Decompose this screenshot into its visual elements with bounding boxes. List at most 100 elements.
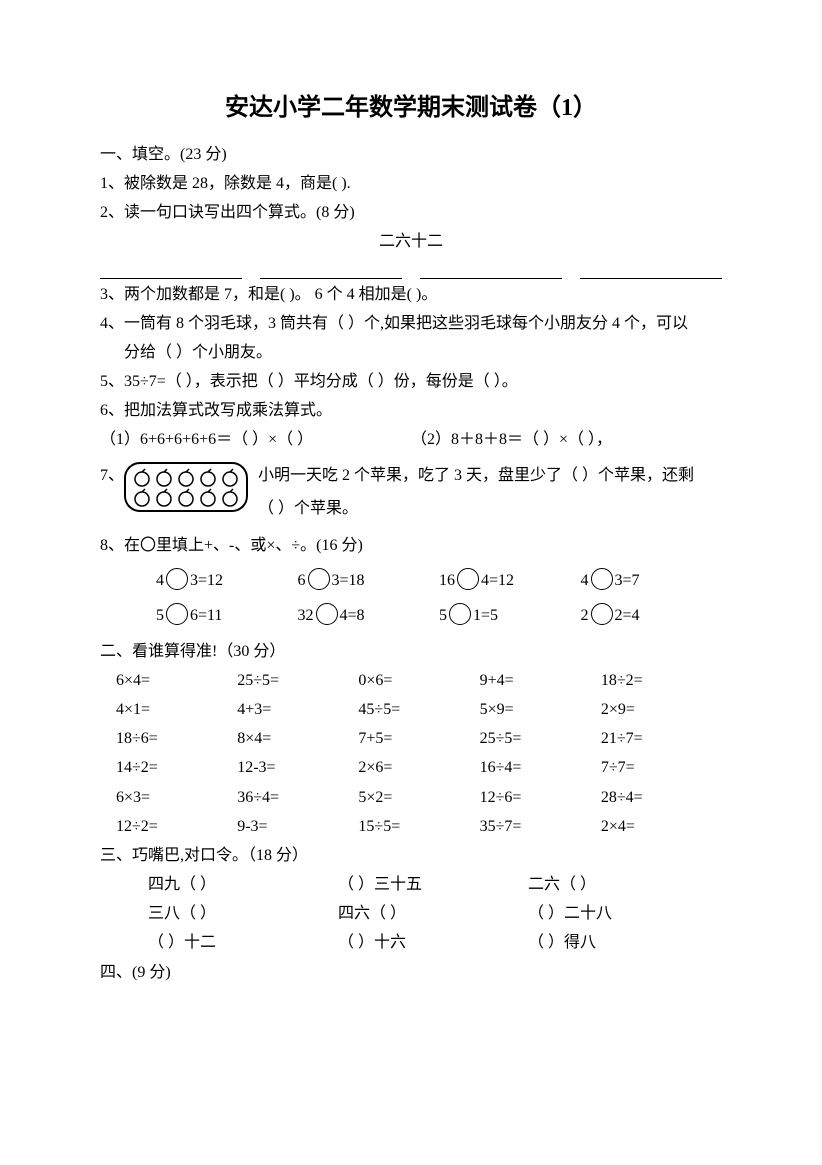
- calc-cell: 25÷5=: [480, 725, 601, 752]
- calc-cell: 45÷5=: [358, 696, 479, 723]
- section-4-heading: 四、(9 分): [100, 959, 722, 986]
- q8-left: 6: [298, 572, 306, 589]
- q8-cell: 324=8: [298, 602, 440, 629]
- calc-row: 6×4= 25÷5= 0×6= 9+4= 18÷2=: [116, 667, 722, 694]
- apple-icon: [154, 487, 174, 507]
- s3-cell: （ ）十二: [148, 929, 338, 956]
- q8-right: 3=18: [332, 572, 365, 589]
- operator-circle: [308, 568, 330, 590]
- q1: 1、被除数是 28，除数是 4，商是( ).: [100, 170, 722, 197]
- q2-mnemonic: 二六十二: [100, 228, 722, 255]
- q6: 6、把加法算式改写成乘法算式。: [100, 397, 722, 424]
- calc-cell: 12-3=: [237, 754, 358, 781]
- section-1-heading: 一、填空。(23 分): [100, 141, 722, 168]
- calc-cell: 5×9=: [480, 696, 601, 723]
- calc-row: 18÷6= 8×4= 7+5= 25÷5= 21÷7=: [116, 725, 722, 752]
- calc-cell: 9+4=: [480, 667, 601, 694]
- calc-cell: 2×4=: [601, 813, 722, 840]
- calc-cell: 0×6=: [358, 667, 479, 694]
- s3-row: 四九（ ） （ ）三十五 二六（ ）: [148, 871, 722, 898]
- calc-cell: 7÷7=: [601, 754, 722, 781]
- s3-cell: 二六（ ）: [528, 871, 718, 898]
- blank-line: [260, 260, 402, 279]
- calc-cell: 18÷2=: [601, 667, 722, 694]
- q8-left: 16: [439, 572, 455, 589]
- q8-heading: 8、在〇里填上+、-、或×、÷。(16 分): [100, 532, 722, 559]
- operator-circle: [449, 603, 471, 625]
- operator-circle: [316, 603, 338, 625]
- q8-left: 4: [581, 572, 589, 589]
- calc-cell: 4+3=: [237, 696, 358, 723]
- calc-cell: 4×1=: [116, 696, 237, 723]
- q7-line1: 小明一天吃 2 个苹果，吃了 3 天，盘里少了（ ）个苹果，还剩: [258, 462, 722, 489]
- page-title: 安达小学二年数学期末测试卷（1）: [100, 88, 722, 129]
- operator-circle: [457, 568, 479, 590]
- s3-cell: 四六（ ）: [338, 900, 528, 927]
- q8-right: 4=12: [481, 572, 514, 589]
- calc-cell: 21÷7=: [601, 725, 722, 752]
- blank-line: [580, 260, 722, 279]
- calc-cell: 7+5=: [358, 725, 479, 752]
- apple-icon: [198, 467, 218, 487]
- calc-cell: 6×4=: [116, 667, 237, 694]
- section-2-heading: 二、看谁算得准!（30 分）: [100, 638, 722, 665]
- calc-cell: 15÷5=: [358, 813, 479, 840]
- calc-grid: 6×4= 25÷5= 0×6= 9+4= 18÷2= 4×1= 4+3= 45÷…: [100, 667, 722, 840]
- apple-icon: [220, 487, 240, 507]
- apple-row: [132, 467, 240, 487]
- s3-grid: 四九（ ） （ ）三十五 二六（ ） 三八（ ） 四六（ ） （ ）二十八 （ …: [100, 871, 722, 957]
- blank-line: [100, 260, 242, 279]
- exam-page: 安达小学二年数学期末测试卷（1） 一、填空。(23 分) 1、被除数是 28，除…: [0, 0, 822, 1165]
- q8-cell: 16 4=12: [439, 567, 581, 594]
- q8-cell: 22=4: [581, 602, 723, 629]
- calc-cell: 6×3=: [116, 784, 237, 811]
- apple-icon: [176, 467, 196, 487]
- q8-cell: 43=12: [156, 567, 298, 594]
- q8-cell: 51=5: [439, 602, 581, 629]
- q4b: 分给（ ）个小朋友。: [100, 339, 722, 366]
- q3: 3、两个加数都是 7，和是( )。 6 个 4 相加是( )。: [100, 281, 722, 308]
- q8-cell: 43=7: [581, 567, 723, 594]
- q7-text: 小明一天吃 2 个苹果，吃了 3 天，盘里少了（ ）个苹果，还剩 （ ）个苹果。: [258, 462, 722, 522]
- operator-circle: [591, 603, 613, 625]
- calc-cell: 8×4=: [237, 725, 358, 752]
- calc-cell: 5×2=: [358, 784, 479, 811]
- calc-cell: 2×6=: [358, 754, 479, 781]
- calc-cell: 36÷4=: [237, 784, 358, 811]
- calc-cell: 12÷6=: [480, 784, 601, 811]
- apple-row: [132, 487, 240, 507]
- section-3-heading: 三、巧嘴巴,对口令。（18 分）: [100, 842, 722, 869]
- q8-right: 3=12: [190, 572, 223, 589]
- calc-cell: 25÷5=: [237, 667, 358, 694]
- operator-circle: [166, 568, 188, 590]
- q8-row: 5 6=11 324=8 51=5 22=4: [156, 602, 722, 629]
- calc-cell: 18÷6=: [116, 725, 237, 752]
- q5: 5、35÷7=（ ），表示把（ ）平均分成（ ）份，每份是（ ）。: [100, 368, 722, 395]
- operator-circle: [166, 603, 188, 625]
- q8-right: 6=11: [190, 607, 222, 624]
- calc-cell: 2×9=: [601, 696, 722, 723]
- s3-cell: （ ）十六: [338, 929, 528, 956]
- calc-cell: 28÷4=: [601, 784, 722, 811]
- q8-right: 1=5: [473, 607, 498, 624]
- q8-row: 43=12 63=18 164=12 43=7: [156, 567, 722, 594]
- apple-icon: [132, 487, 152, 507]
- calc-cell: 14÷2=: [116, 754, 237, 781]
- calc-row: 14÷2= 12-3= 2×6= 16÷4= 7÷7=: [116, 754, 722, 781]
- operator-circle: [591, 568, 613, 590]
- calc-cell: 12÷2=: [116, 813, 237, 840]
- q8-right: 2=4: [615, 607, 640, 624]
- s3-cell: 四九（ ）: [148, 871, 338, 898]
- calc-row: 6×3= 36÷4= 5×2= 12÷6= 28÷4=: [116, 784, 722, 811]
- q7-line2: （ ）个苹果。: [258, 495, 722, 522]
- q2-blanks: [100, 260, 722, 279]
- q8-left: 5: [156, 607, 164, 624]
- calc-row: 4×1= 4+3= 45÷5= 5×9= 2×9=: [116, 696, 722, 723]
- q6-eq-1: （1）6+6+6+6+6＝（ ）×（ ）: [100, 426, 411, 453]
- apple-icon: [176, 487, 196, 507]
- apple-icon: [220, 467, 240, 487]
- s3-cell: （ ）得八: [528, 929, 718, 956]
- calc-row: 12÷2= 9-3= 15÷5= 35÷7= 2×4=: [116, 813, 722, 840]
- apple-icon: [132, 467, 152, 487]
- q8-left: 32: [298, 607, 314, 624]
